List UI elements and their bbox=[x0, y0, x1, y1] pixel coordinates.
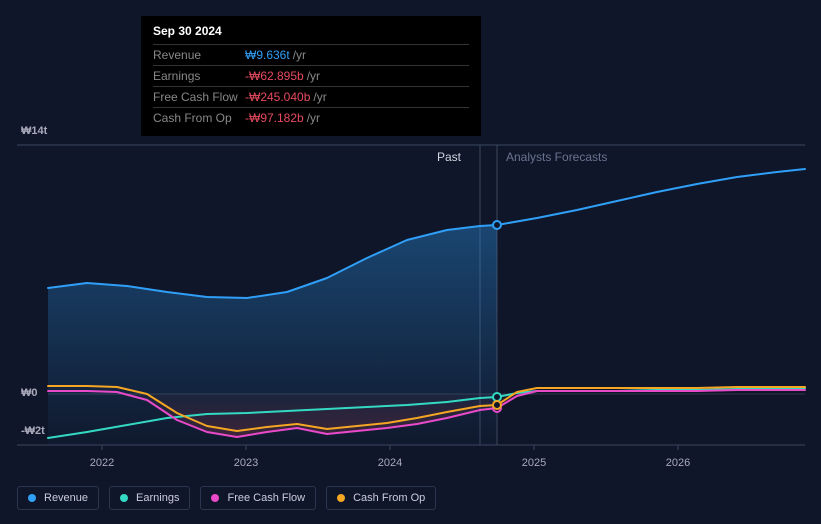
x-axis-tick-label: 2024 bbox=[378, 457, 402, 469]
tooltip-row: Cash From Op-₩97.182b/yr bbox=[153, 107, 469, 128]
y-axis-tick-label: ₩14t bbox=[21, 125, 47, 137]
legend-label: Free Cash Flow bbox=[227, 492, 305, 504]
x-axis-tick-label: 2025 bbox=[522, 457, 546, 469]
tooltip-row: Free Cash Flow-₩245.040b/yr bbox=[153, 86, 469, 107]
tooltip-row-unit: /yr bbox=[307, 68, 320, 84]
tooltip-row-value: ₩9.636t bbox=[245, 47, 290, 63]
y-axis-tick-label: ₩0 bbox=[21, 387, 38, 399]
tooltip-row-value: -₩62.895b bbox=[245, 68, 304, 84]
tooltip-title: Sep 30 2024 bbox=[153, 24, 469, 38]
x-axis-tick-label: 2022 bbox=[90, 457, 114, 469]
y-axis-tick-label: -₩2t bbox=[21, 425, 45, 437]
legend-dot bbox=[211, 494, 219, 502]
x-axis-tick-label: 2026 bbox=[666, 457, 690, 469]
tooltip-row-label: Cash From Op bbox=[153, 110, 245, 126]
region-label: Past bbox=[437, 150, 461, 164]
tooltip-row-unit: /yr bbox=[307, 110, 320, 126]
tooltip-row-value: -₩245.040b bbox=[245, 89, 310, 105]
legend-label: Earnings bbox=[136, 492, 179, 504]
tooltip-row-unit: /yr bbox=[313, 89, 326, 105]
legend-dot bbox=[28, 494, 36, 502]
legend-label: Cash From Op bbox=[353, 492, 425, 504]
legend: Revenue Earnings Free Cash Flow Cash From O… bbox=[17, 486, 436, 510]
tooltip-row-label: Free Cash Flow bbox=[153, 89, 245, 105]
tooltip-row: Earnings-₩62.895b/yr bbox=[153, 65, 469, 86]
legend-label: Revenue bbox=[44, 492, 88, 504]
tooltip-row-label: Revenue bbox=[153, 47, 245, 63]
legend-item-cash-from-op[interactable]: Cash From Op bbox=[326, 486, 436, 510]
legend-item-earnings[interactable]: Earnings bbox=[109, 486, 190, 510]
tooltip-row: Revenue₩9.636t/yr bbox=[153, 44, 469, 65]
legend-dot bbox=[120, 494, 128, 502]
x-axis-tick-label: 2023 bbox=[234, 457, 258, 469]
tooltip-row-value: -₩97.182b bbox=[245, 110, 304, 126]
legend-item-revenue[interactable]: Revenue bbox=[17, 486, 99, 510]
legend-dot bbox=[337, 494, 345, 502]
tooltip-row-unit: /yr bbox=[293, 47, 306, 63]
chart-tooltip: Sep 30 2024 Revenue₩9.636t/yrEarnings-₩6… bbox=[141, 16, 481, 136]
tooltip-row-label: Earnings bbox=[153, 68, 245, 84]
region-label: Analysts Forecasts bbox=[506, 150, 607, 164]
legend-item-free-cash-flow[interactable]: Free Cash Flow bbox=[200, 486, 316, 510]
